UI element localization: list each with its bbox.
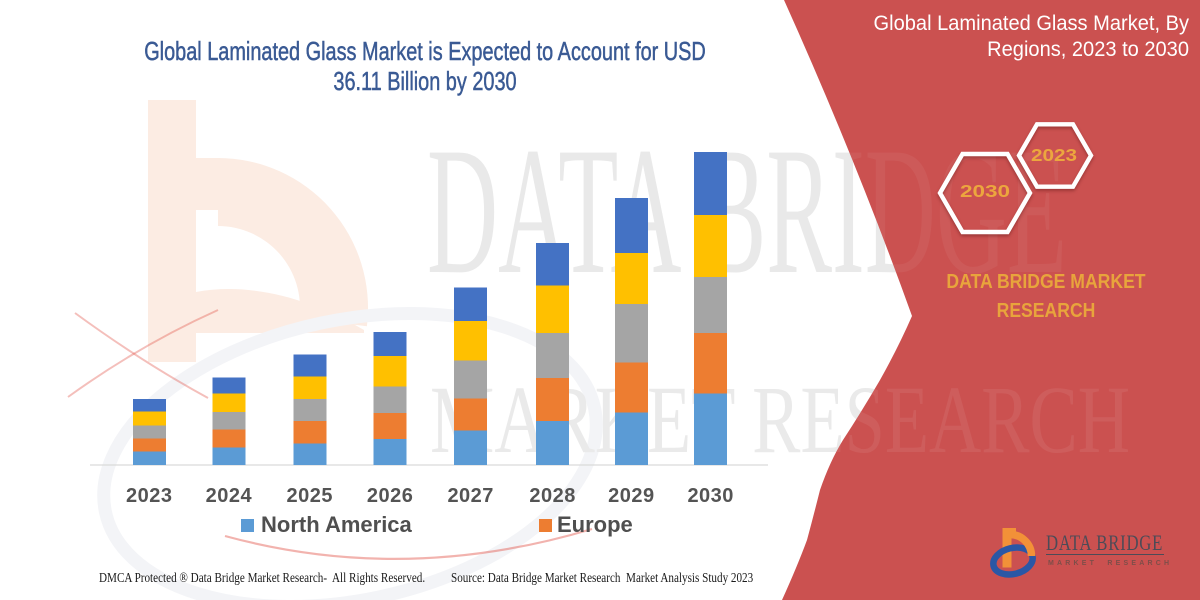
svg-text:2023: 2023 bbox=[1031, 145, 1077, 165]
svg-text:2030: 2030 bbox=[960, 182, 1010, 201]
svg-text:DATA BRIDGE: DATA BRIDGE bbox=[427, 110, 1067, 312]
svg-text:MARKET RESEARCH: MARKET RESEARCH bbox=[430, 366, 1130, 473]
